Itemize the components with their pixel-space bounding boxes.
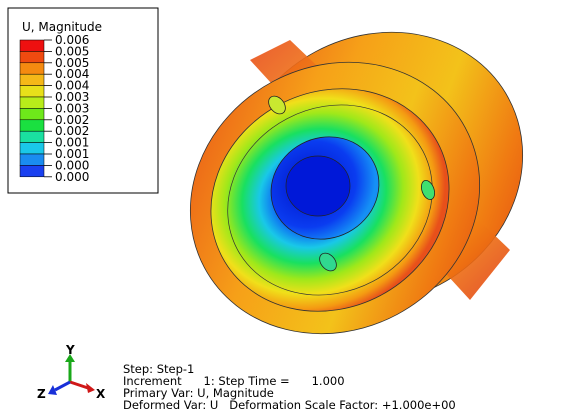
axis-label: Z	[37, 387, 46, 401]
viewport: U, Magnitude 0.0060.0050.0050.0040.0040.…	[0, 0, 582, 419]
legend-swatch	[20, 120, 44, 131]
legend-swatch	[20, 97, 44, 108]
legend-swatch	[20, 86, 44, 97]
axis-label: Y	[65, 343, 75, 357]
legend-swatch	[20, 165, 44, 176]
legend-swatch	[20, 51, 44, 62]
legend: U, Magnitude 0.0060.0050.0050.0040.0040.…	[8, 8, 158, 193]
axis-triad: Y X Z	[37, 343, 106, 401]
axis-label: X	[96, 387, 106, 401]
legend-swatch	[20, 40, 44, 51]
model	[142, 0, 570, 384]
legend-swatch	[20, 131, 44, 142]
legend-swatch	[20, 143, 44, 154]
legend-title: U, Magnitude	[22, 20, 102, 34]
legend-swatch	[20, 108, 44, 119]
info-line: Deformed Var: U Deformation Scale Factor…	[123, 398, 456, 412]
legend-label: 0.000	[55, 170, 89, 184]
legend-swatch	[20, 74, 44, 85]
legend-swatch	[20, 154, 44, 165]
legend-swatch	[20, 63, 44, 74]
